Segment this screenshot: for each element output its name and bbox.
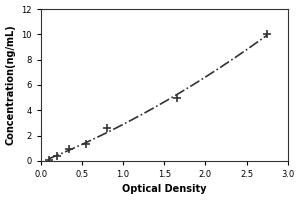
Y-axis label: Concentration(ng/mL): Concentration(ng/mL) [6,25,16,145]
X-axis label: Optical Density: Optical Density [122,184,206,194]
